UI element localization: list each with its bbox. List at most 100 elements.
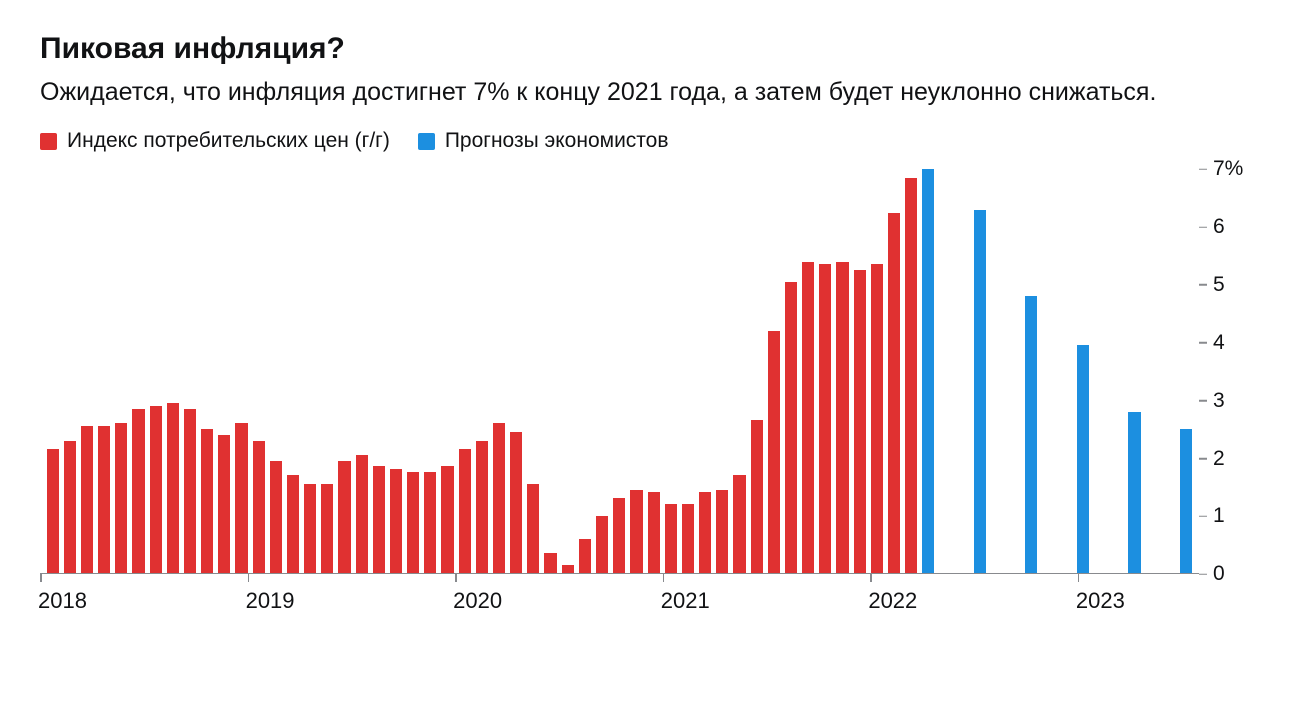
- y-tickmark: [1199, 169, 1207, 171]
- bar: [459, 449, 471, 573]
- x-tick-label: 2019: [246, 588, 295, 614]
- bar: [922, 169, 934, 573]
- chart-area: 01234567% 201820192020202120222023: [40, 169, 1259, 618]
- bar: [974, 210, 986, 574]
- x-tickmark: [1078, 574, 1080, 582]
- y-axis: 01234567%: [1199, 169, 1259, 574]
- bar: [270, 461, 282, 574]
- bar: [356, 455, 368, 573]
- bar: [184, 409, 196, 573]
- bar: [98, 426, 110, 573]
- bar: [716, 490, 728, 574]
- bar: [527, 484, 539, 573]
- x-tickmark: [40, 574, 42, 582]
- bar: [373, 466, 385, 573]
- bar: [562, 565, 574, 574]
- x-tickmark: [248, 574, 250, 582]
- bar: [579, 539, 591, 574]
- bar: [785, 282, 797, 573]
- chart-title: Пиковая инфляция?: [40, 30, 1259, 68]
- y-tickmark: [1199, 226, 1207, 228]
- bar: [1025, 296, 1037, 573]
- bar: [390, 469, 402, 573]
- bar: [424, 472, 436, 573]
- bar: [819, 264, 831, 573]
- x-tick-label: 2020: [453, 588, 502, 614]
- bar: [836, 262, 848, 574]
- bar: [510, 432, 522, 573]
- x-tickmark: [455, 574, 457, 582]
- legend-item-forecast: Прогнозы экономистов: [418, 129, 669, 153]
- bar: [235, 423, 247, 573]
- chart-subtitle: Ожидается, что инфляция достигнет 7% к к…: [40, 76, 1259, 110]
- bar: [115, 423, 127, 573]
- y-tick-label: 3: [1213, 389, 1225, 413]
- x-tick-label: 2023: [1076, 588, 1125, 614]
- bar: [253, 441, 265, 574]
- bar: [802, 262, 814, 574]
- bar: [544, 553, 556, 573]
- bar: [493, 423, 505, 573]
- x-axis: 2018 2019 2020 2021 2022 2023: [40, 582, 1259, 618]
- plot: [40, 169, 1199, 574]
- bar: [648, 492, 660, 573]
- bar: [441, 466, 453, 573]
- y-tickmark: [1199, 458, 1207, 460]
- bar: [1180, 429, 1192, 573]
- bar: [47, 449, 59, 573]
- bar: [150, 406, 162, 573]
- bar: [167, 403, 179, 573]
- legend-swatch-cpi: [40, 133, 57, 150]
- legend-label-forecast: Прогнозы экономистов: [445, 129, 669, 153]
- bar: [218, 435, 230, 574]
- y-tick-label: 1: [1213, 504, 1225, 528]
- y-tick-label: 7%: [1213, 157, 1243, 181]
- bar: [338, 461, 350, 574]
- bar: [888, 213, 900, 574]
- bar: [751, 420, 763, 573]
- bar: [304, 484, 316, 573]
- bar: [699, 492, 711, 573]
- x-tick-label: 2021: [661, 588, 710, 614]
- legend-label-cpi: Индекс потребительских цен (г/г): [67, 129, 390, 153]
- y-tick-label: 0: [1213, 562, 1225, 586]
- bar: [407, 472, 419, 573]
- x-tickmark: [870, 574, 872, 582]
- plot-row: 01234567%: [40, 169, 1259, 574]
- bar: [321, 484, 333, 573]
- chart-legend: Индекс потребительских цен (г/г) Прогноз…: [40, 129, 1259, 153]
- bar: [733, 475, 745, 573]
- bars-group: [40, 169, 1199, 573]
- bar: [476, 441, 488, 574]
- y-tick-label: 4: [1213, 331, 1225, 355]
- x-tick-label: 2022: [868, 588, 917, 614]
- bar: [81, 426, 93, 573]
- bar: [682, 504, 694, 573]
- y-tickmark: [1199, 400, 1207, 402]
- x-tick-label: 2018: [38, 588, 87, 614]
- bar: [287, 475, 299, 573]
- bar: [201, 429, 213, 573]
- y-tickmark: [1199, 284, 1207, 286]
- bar: [905, 178, 917, 573]
- bar: [665, 504, 677, 573]
- bar: [871, 264, 883, 573]
- y-tick-label: 2: [1213, 447, 1225, 471]
- y-tickmark: [1199, 574, 1207, 576]
- bar: [768, 331, 780, 573]
- y-tick-label: 5: [1213, 273, 1225, 297]
- chart-container: Пиковая инфляция? Ожидается, что инфляци…: [0, 0, 1299, 725]
- bar: [64, 441, 76, 574]
- bar: [596, 516, 608, 574]
- bar: [854, 270, 866, 573]
- bar: [132, 409, 144, 573]
- x-tickmark: [663, 574, 665, 582]
- bar: [1128, 412, 1140, 574]
- y-tick-label: 6: [1213, 215, 1225, 239]
- y-tickmark: [1199, 516, 1207, 518]
- y-tickmark: [1199, 342, 1207, 344]
- bar: [630, 490, 642, 574]
- legend-item-cpi: Индекс потребительских цен (г/г): [40, 129, 390, 153]
- legend-swatch-forecast: [418, 133, 435, 150]
- bar: [613, 498, 625, 573]
